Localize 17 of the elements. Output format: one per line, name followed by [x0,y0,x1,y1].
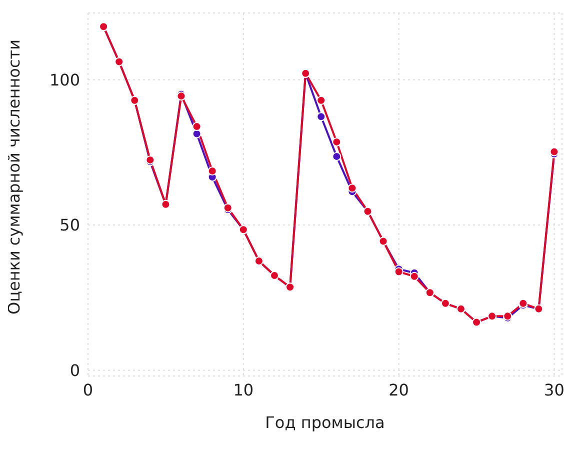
x-tick-label: 20 [388,380,409,400]
point [394,267,404,276]
y-tick-label: 50 [60,216,80,235]
point [316,112,326,122]
x-axis-title: Год промысла [265,413,385,432]
y-tick-label: 100 [49,70,80,90]
point [332,137,342,146]
point [192,122,202,132]
y-tick-label: 0 [70,360,80,380]
point [208,166,217,176]
point [332,152,342,161]
point [348,184,357,193]
point [316,96,326,105]
x-tick-label: 30 [544,380,564,400]
point [410,272,419,281]
x-tick-label: 0 [82,380,94,400]
x-tick-label: 10 [233,380,254,400]
